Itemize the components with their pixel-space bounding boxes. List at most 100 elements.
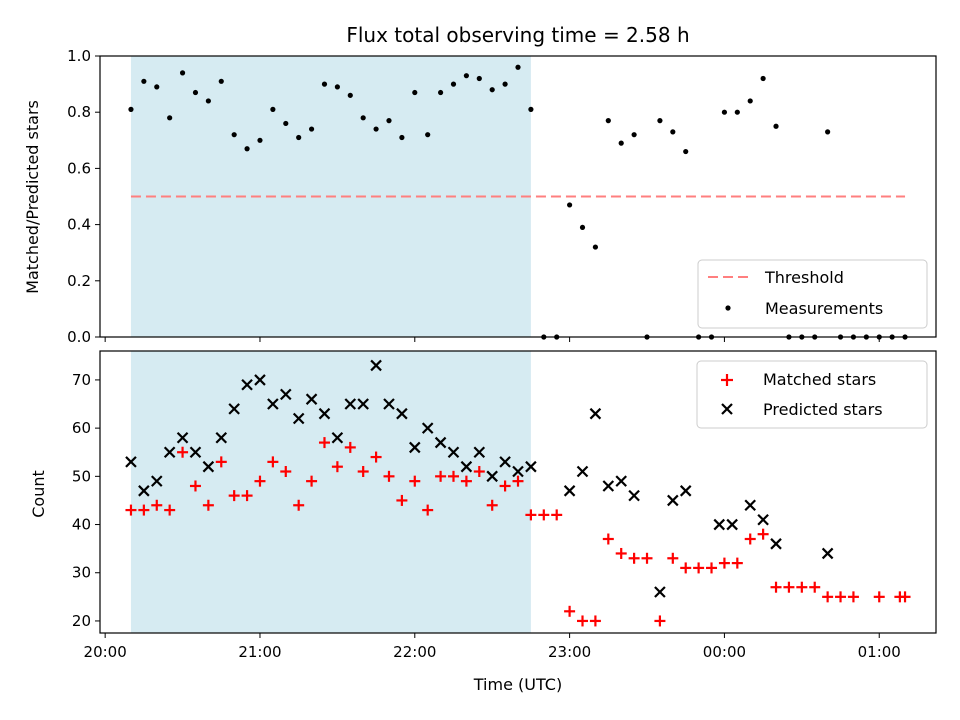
- predicted-star-point: [563, 485, 576, 497]
- measurement-point: [605, 118, 611, 124]
- x-stroke-b: [628, 489, 640, 502]
- x-stroke-b: [396, 407, 408, 420]
- top-y-tick-label: 0.2: [67, 272, 91, 290]
- matched-star-point: [731, 557, 743, 569]
- matched-star-point: [822, 591, 834, 603]
- x-stroke-b: [344, 398, 357, 410]
- bottom-x-ticks: 20:00 21:00 22:00 23:00 00:00 01:00: [84, 633, 901, 661]
- top-legend: Threshold Measurements: [697, 259, 928, 329]
- x-stroke-b: [357, 398, 369, 410]
- bottom-axes-frame: [99, 350, 937, 634]
- x-axis-label: Time (UTC): [473, 675, 562, 694]
- measurement-point: [515, 64, 521, 70]
- predicted-star-point: [163, 446, 176, 459]
- measurement-point: [334, 84, 340, 90]
- predicted-star-point: [757, 513, 769, 526]
- x-stroke-b: [615, 475, 627, 487]
- matched-star-point: [796, 581, 808, 593]
- x-stroke-b: [202, 460, 215, 473]
- bottom-y-tick-label: 20: [72, 612, 91, 630]
- predicted-star-point: [138, 485, 150, 497]
- matched-star-point: [241, 490, 253, 502]
- matched-star-point: [318, 437, 330, 449]
- matched-star-point: [770, 581, 782, 593]
- x-stroke-b: [150, 475, 163, 487]
- x-stroke-b: [473, 446, 486, 459]
- predicted-star-point: [447, 446, 460, 459]
- x-stroke-b: [447, 446, 460, 459]
- measurement-point: [683, 148, 689, 155]
- predicted-star-point: [370, 359, 382, 372]
- x-stroke-b: [525, 460, 537, 473]
- predicted-star-point: [821, 547, 834, 560]
- top-y-tick-label: 0.8: [67, 103, 91, 121]
- predicted-star-point: [409, 441, 421, 454]
- x-stroke-b: [744, 499, 757, 512]
- measurement-point: [386, 118, 392, 124]
- measurement-point: [128, 106, 134, 112]
- x-stroke-b: [486, 470, 498, 483]
- predicted-star-point: [396, 407, 408, 420]
- predicted-star-point: [726, 518, 738, 531]
- matched-star-point: [680, 562, 692, 574]
- x-stroke-b: [125, 456, 137, 468]
- matched-star-point: [357, 466, 369, 478]
- matched-star-point: [615, 547, 627, 559]
- legend-matched-swatch: [721, 374, 733, 386]
- top-y-tick-label: 0.0: [67, 328, 91, 346]
- matched-star-point: [293, 499, 305, 511]
- matched-star-point: [589, 615, 601, 627]
- measurement-point: [308, 126, 315, 132]
- matched-stars-series: [125, 437, 911, 627]
- top-legend-box: [697, 259, 928, 329]
- measurements-series: [128, 64, 908, 340]
- measurement-point: [579, 224, 586, 231]
- x-stroke-b: [512, 465, 524, 478]
- measurement-point: [592, 244, 599, 250]
- measurement-point: [567, 202, 573, 208]
- measurement-point: [489, 87, 495, 93]
- predicted-star-point: [318, 407, 331, 420]
- bottom-legend: Matched stars Predicted stars: [696, 360, 928, 429]
- x-stroke-b: [713, 518, 726, 531]
- predicted-star-point: [654, 586, 666, 598]
- measurement-point: [825, 129, 831, 135]
- bottom-x-tick-label: 00:00: [703, 643, 746, 661]
- matched-star-point: [473, 466, 485, 478]
- matched-star-point: [460, 475, 472, 487]
- top-axes-frame: [99, 55, 937, 338]
- measurement-point: [270, 106, 276, 112]
- bottom-y-ticks: 20 30 40 50 60 70: [72, 371, 100, 630]
- x-stroke-b: [679, 485, 692, 497]
- predicted-star-point: [602, 480, 615, 492]
- predicted-star-point: [189, 446, 202, 459]
- measurement-point: [347, 92, 353, 98]
- matched-star-point: [577, 615, 589, 627]
- predicted-star-point: [576, 465, 589, 478]
- x-stroke-b: [163, 446, 176, 459]
- predicted-star-point: [215, 431, 228, 444]
- bottom-x-tick-label: 23:00: [548, 643, 591, 661]
- measurement-point: [141, 78, 147, 84]
- predicted-star-point: [770, 538, 782, 550]
- measurement-point: [670, 129, 676, 135]
- legend-predicted-swatch: [721, 403, 733, 415]
- matched-star-point: [667, 552, 679, 564]
- x-stroke-b: [138, 485, 150, 497]
- measurement-point: [296, 134, 302, 141]
- matched-star-point: [847, 591, 859, 603]
- x-stroke-b: [254, 374, 266, 386]
- measurement-point: [321, 81, 328, 87]
- x-stroke-b: [460, 460, 473, 473]
- x-stroke-b: [563, 485, 576, 497]
- predicted-star-point: [344, 398, 357, 410]
- x-stroke-b: [305, 393, 318, 405]
- legend-measurements-label: Measurements: [765, 299, 883, 318]
- measurement-point: [657, 118, 663, 124]
- x-stroke-b: [602, 480, 615, 492]
- x-stroke-b: [215, 431, 228, 444]
- measurement-point: [399, 134, 405, 141]
- x-stroke-b: [189, 446, 202, 459]
- x-stroke-b: [421, 422, 434, 434]
- chart-title: Flux total observing time = 2.58 h: [346, 23, 689, 47]
